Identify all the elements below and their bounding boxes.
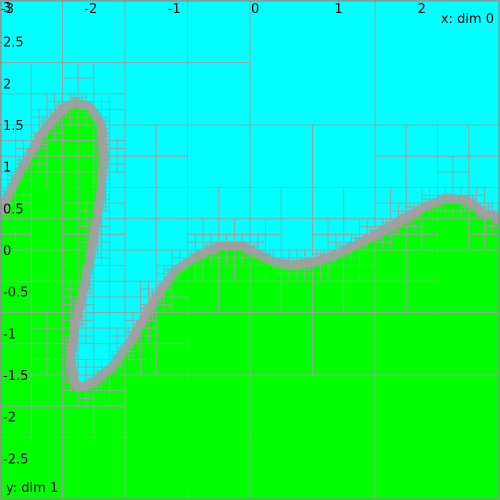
y-tick-label: 0.5 [3,202,24,217]
y-tick-label: 1.5 [3,119,24,134]
y-tick-label: -1.5 [3,369,28,384]
y-tick-label: -0.5 [3,286,28,301]
y-tick-label: 3 [3,1,11,16]
y-tick-label: 2.5 [3,36,24,51]
y-tick-label: 0 [3,244,11,259]
x-tick-label: 0 [251,2,259,17]
y-tick-label: 1 [3,161,11,176]
y-tick-label: -2 [3,411,16,426]
x-tick-label: 1 [334,2,342,17]
decision-boundary [0,98,500,392]
x-axis-label: x: dim 0 [441,12,494,27]
x-tick-label: -3 [1,2,14,17]
boundary-line [0,98,500,392]
x-tick-label: 2 [418,2,426,17]
y-axis-label: y: dim 1 [6,481,58,496]
y-tick-label: 2 [3,77,11,92]
quadtree-cell [374,374,500,500]
y-tick-label: -2.5 [3,452,28,467]
x-tick-label: -1 [168,2,181,17]
y-tick-label: -1 [3,327,16,342]
x-tick-label: -2 [84,2,97,17]
tick-labels: -3 -2 -1 0 1 2 3 2.5 2 1.5 1 0.5 0 -0.5 -1 -1.5 -2 -2.5 [1,1,426,467]
